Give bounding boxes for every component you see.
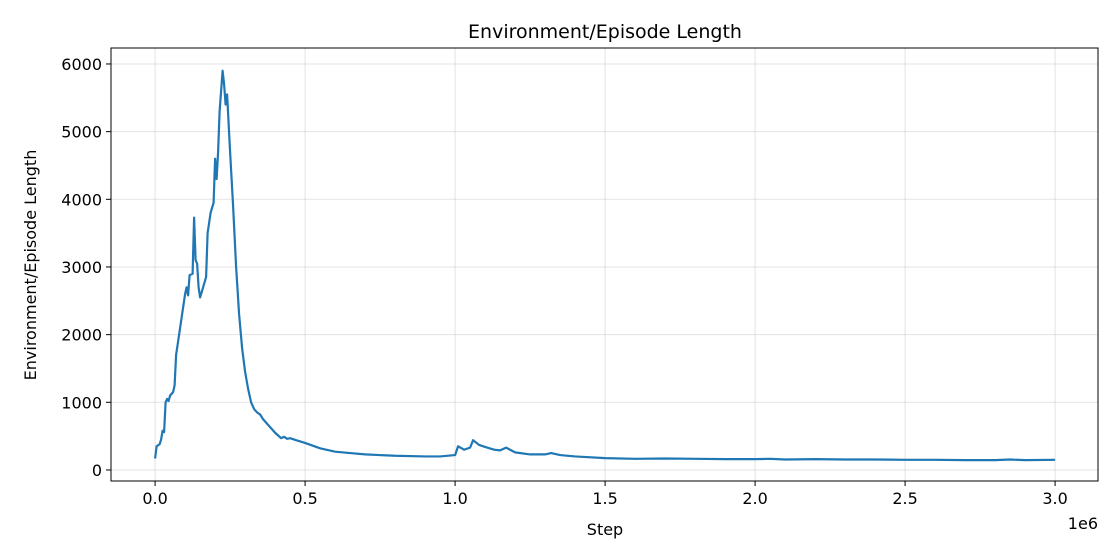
x-tick-label: 1.5 [592, 489, 617, 508]
y-tick-label: 2000 [61, 326, 102, 345]
chart-title: Environment/Episode Length [468, 21, 742, 43]
y-tick-label: 3000 [61, 258, 102, 277]
data-line [154, 69, 1056, 462]
y-tick-label: 6000 [61, 55, 102, 74]
x-tick-label: 1.0 [442, 489, 467, 508]
x-tick-label: 0.5 [292, 489, 317, 508]
y-tick-label: 0 [92, 461, 102, 480]
x-tick-label: 2.5 [892, 489, 917, 508]
y-axis-label: Environment/Episode Length [21, 150, 40, 381]
x-axis-label: Step [587, 520, 623, 539]
x-tick-label: 2.0 [742, 489, 767, 508]
y-tick-label: 5000 [61, 123, 102, 142]
x-tick-label: 0.0 [142, 489, 167, 508]
x-tick-label: 3.0 [1042, 489, 1067, 508]
plot-frame [110, 47, 1099, 482]
y-tick-label: 1000 [61, 393, 102, 412]
y-tick-label: 4000 [61, 190, 102, 209]
x-offset-label: 1e6 [1068, 514, 1098, 533]
